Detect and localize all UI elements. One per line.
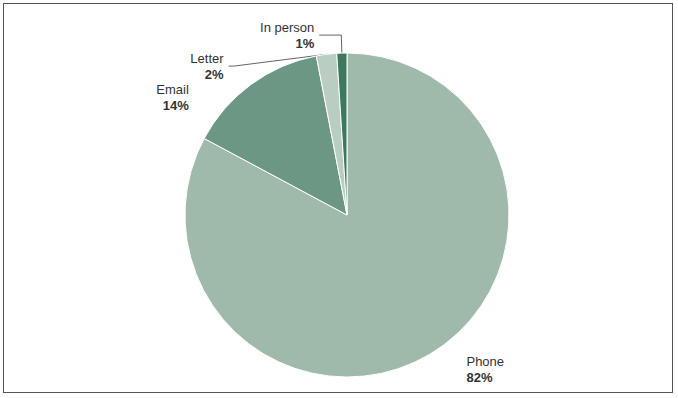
svg-text:Email: Email bbox=[156, 82, 189, 97]
svg-text:82%: 82% bbox=[466, 370, 492, 385]
svg-text:Phone: Phone bbox=[466, 354, 504, 369]
svg-text:14%: 14% bbox=[163, 98, 189, 113]
svg-text:In person: In person bbox=[260, 20, 314, 35]
svg-text:2%: 2% bbox=[205, 67, 224, 82]
svg-text:1%: 1% bbox=[295, 36, 314, 51]
svg-text:Letter: Letter bbox=[190, 51, 224, 66]
